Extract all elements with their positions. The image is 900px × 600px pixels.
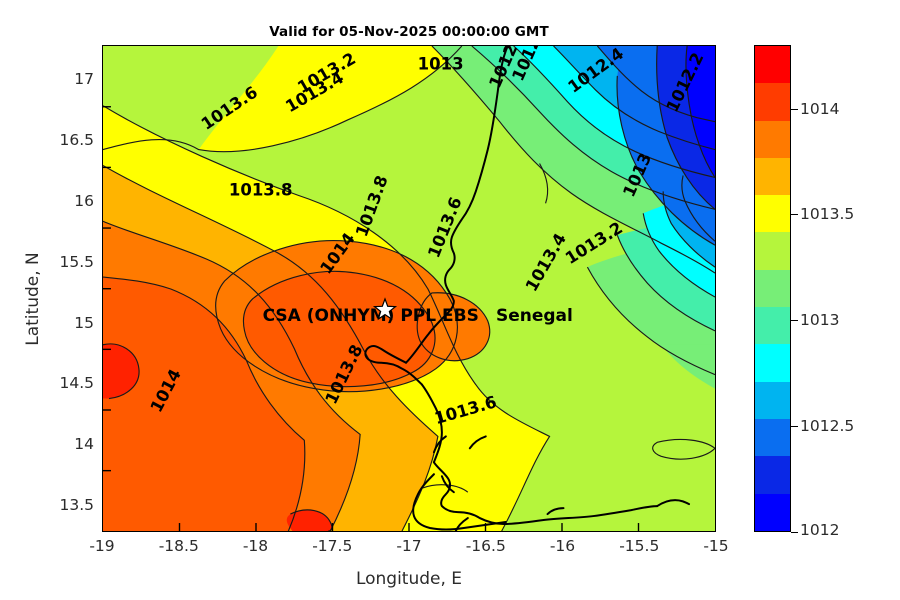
colorbar-tick — [791, 108, 798, 110]
pressure-contour-field — [103, 46, 715, 531]
x-tick-label: -15 — [703, 537, 729, 555]
colorbar-tick — [791, 214, 798, 216]
x-axis-label: Longitude, E — [355, 569, 463, 589]
x-tick-label: -16.5 — [465, 537, 506, 555]
x-tick-label: -17 — [396, 537, 422, 555]
x-tick-label: -17.5 — [312, 537, 353, 555]
site-star-marker — [373, 297, 398, 321]
page-title: Valid for 05-Nov-2025 00:00:00 GMT — [269, 24, 549, 40]
contour-plot-area[interactable]: 1013.6 1013.4 1013.2 1013 1012.8 1012.6 1012.4… — [102, 45, 716, 532]
colorbar-band — [755, 493, 790, 531]
colorbar-band — [755, 344, 790, 382]
colorbar-band — [755, 381, 790, 419]
colorbar-tick — [791, 532, 798, 533]
colorbar-band — [755, 120, 790, 158]
colorbar-tick-label: 1013.5 — [800, 205, 855, 224]
colorbar-band — [755, 269, 790, 308]
colorbar-tick-label: 1012 — [800, 521, 840, 539]
colorbar[interactable] — [754, 45, 791, 532]
colorbar-tick — [791, 426, 798, 428]
y-tick-label: 14 — [74, 435, 94, 454]
y-tick-label: 14.5 — [59, 374, 94, 393]
x-tick-label: -18 — [242, 537, 269, 555]
colorbar-band — [755, 83, 790, 121]
colorbar-tick-label: 1013 — [800, 311, 840, 330]
colorbar-band — [755, 456, 790, 494]
colorbar-tick-label: 1014 — [800, 99, 840, 118]
x-tick-label: -16 — [549, 537, 576, 555]
colorbar-band — [755, 195, 790, 233]
colorbar-band — [755, 46, 790, 84]
x-tick-label: -15.5 — [619, 537, 660, 555]
y-tick-label: 16.5 — [59, 130, 94, 149]
y-tick-label: 13.5 — [59, 496, 94, 515]
colorbar-band — [755, 307, 790, 345]
y-axis-label: Latitude, N — [23, 252, 43, 346]
y-tick-label: 17 — [74, 70, 94, 89]
y-tick-label: 16 — [74, 191, 94, 210]
colorbar-tick — [791, 320, 798, 322]
colorbar-band — [755, 232, 790, 270]
colorbar-band — [755, 418, 790, 457]
colorbar-tick-label: 1012.5 — [800, 417, 855, 436]
y-tick-label: 15 — [74, 313, 94, 332]
x-tick-label: -19 — [89, 537, 115, 555]
x-tick-label: -18.5 — [158, 537, 199, 555]
colorbar-band — [755, 157, 790, 196]
y-tick-label: 15.5 — [59, 252, 94, 271]
